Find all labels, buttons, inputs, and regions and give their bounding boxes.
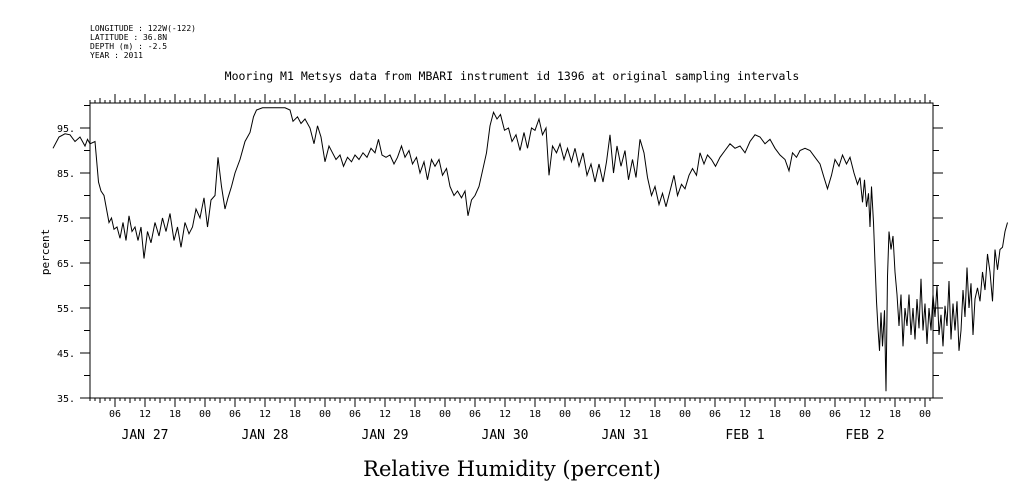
x-tick-label: 06: [709, 409, 721, 420]
y-tick-label: 65.: [57, 259, 75, 270]
x-tick-label: 06: [229, 409, 241, 420]
x-tick-label: 00: [439, 409, 451, 420]
y-tick-label: 45.: [57, 349, 75, 360]
axis-ticks: [80, 94, 943, 407]
y-tick-labels: 35. 45. 55. 65. 75. 85. 95.: [57, 124, 75, 405]
x-tick-label: 18: [169, 409, 181, 420]
x-tick-label: 00: [799, 409, 811, 420]
x-tick-label: 06: [469, 409, 481, 420]
x-tick-label: 06: [589, 409, 601, 420]
x-tick-label: 18: [649, 409, 661, 420]
date-label: FEB 1: [725, 428, 764, 443]
x-tick-label: 12: [139, 409, 151, 420]
y-tick-label: 35.: [57, 394, 75, 405]
plot-frame: [89, 102, 934, 399]
y-tick-label: 75.: [57, 214, 75, 225]
x-tick-label: 12: [379, 409, 391, 420]
chart-title: Mooring M1 Metsys data from MBARI instru…: [225, 69, 800, 83]
date-labels: JAN 27 JAN 28 JAN 29 JAN 30 JAN 31 FEB 1 FEB 2: [122, 428, 885, 443]
x-axis-title: Relative Humidity (percent): [363, 457, 661, 481]
date-label: JAN 29: [362, 428, 409, 443]
x-tick-label: 12: [499, 409, 511, 420]
x-tick-labels: 06 12 18 00 06 12 18 00 06 12 18 00 06 12 18 00 06 12 18 00…: [109, 409, 931, 420]
x-tick-label: 18: [889, 409, 901, 420]
x-tick-label: 12: [859, 409, 871, 420]
x-tick-label: 18: [529, 409, 541, 420]
x-tick-label: 06: [829, 409, 841, 420]
x-tick-label: 00: [559, 409, 571, 420]
x-tick-label: 00: [199, 409, 211, 420]
meta-depth: DEPTH (m) : -2.5: [90, 42, 167, 51]
x-tick-label: 12: [739, 409, 751, 420]
meta-year: YEAR : 2011: [90, 51, 143, 60]
date-label: JAN 28: [242, 428, 289, 443]
humidity-series-line: [52, 107, 1008, 392]
x-tick-label: 00: [679, 409, 691, 420]
date-label: FEB 2: [845, 428, 884, 443]
x-tick-label: 00: [319, 409, 331, 420]
y-tick-label: 55.: [57, 304, 75, 315]
metadata-block: LONGITUDE : 122W(-122) LATITUDE : 36.8N …: [90, 24, 196, 60]
x-tick-label: 00: [919, 409, 931, 420]
date-label: JAN 27: [122, 428, 169, 443]
x-tick-label: 18: [769, 409, 781, 420]
x-tick-label: 18: [289, 409, 301, 420]
x-tick-label: 06: [109, 409, 121, 420]
x-tick-label: 12: [619, 409, 631, 420]
y-tick-label: 85.: [57, 169, 75, 180]
x-tick-label: 18: [409, 409, 421, 420]
date-label: JAN 30: [482, 428, 529, 443]
y-tick-label: 95.: [57, 124, 75, 135]
x-tick-label: 12: [259, 409, 271, 420]
y-axis-title: percent: [39, 229, 52, 275]
date-label: JAN 31: [602, 428, 649, 443]
x-tick-label: 06: [349, 409, 361, 420]
meta-latitude: LATITUDE : 36.8N: [90, 33, 167, 42]
meta-longitude: LONGITUDE : 122W(-122): [90, 24, 196, 33]
